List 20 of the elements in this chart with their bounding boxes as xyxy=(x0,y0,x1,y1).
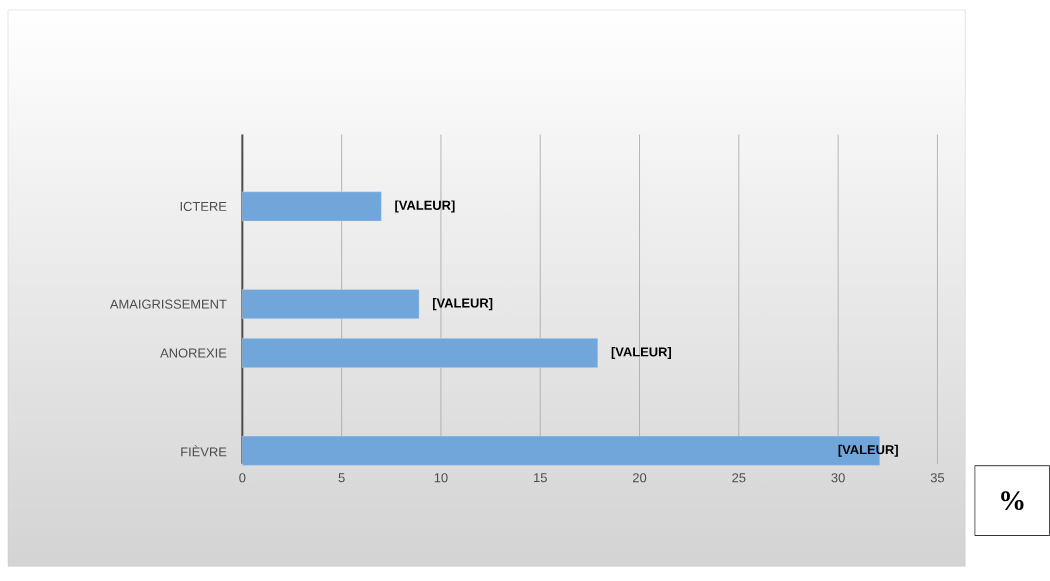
x-axis-title: % xyxy=(1001,490,1024,510)
data-label: [VALEUR] xyxy=(611,346,672,359)
x-tick-label: 35 xyxy=(930,473,945,483)
bar xyxy=(242,337,599,368)
y-tick-label: FIÈVRE xyxy=(181,444,227,457)
data-label: [VALEUR] xyxy=(838,444,898,457)
x-tick-label: 20 xyxy=(633,473,647,483)
x-tick-label: 0 xyxy=(239,473,246,483)
x-tick-label: 30 xyxy=(831,473,845,483)
bar xyxy=(242,289,420,319)
data-label: [VALEUR] xyxy=(395,200,455,213)
x-tick-label: 15 xyxy=(534,473,547,483)
y-tick-label: AMAIGRISSEMENT xyxy=(109,299,227,309)
data-label: [VALEUR] xyxy=(432,297,493,310)
y-tick-label: ICTERE xyxy=(180,201,227,211)
y-tick-label: ANOREXIE xyxy=(160,348,227,358)
x-tick-label: 10 xyxy=(434,473,448,483)
bar xyxy=(242,191,382,222)
x-tick-label: 5 xyxy=(338,473,345,483)
x-tick-label: 25 xyxy=(732,473,746,483)
